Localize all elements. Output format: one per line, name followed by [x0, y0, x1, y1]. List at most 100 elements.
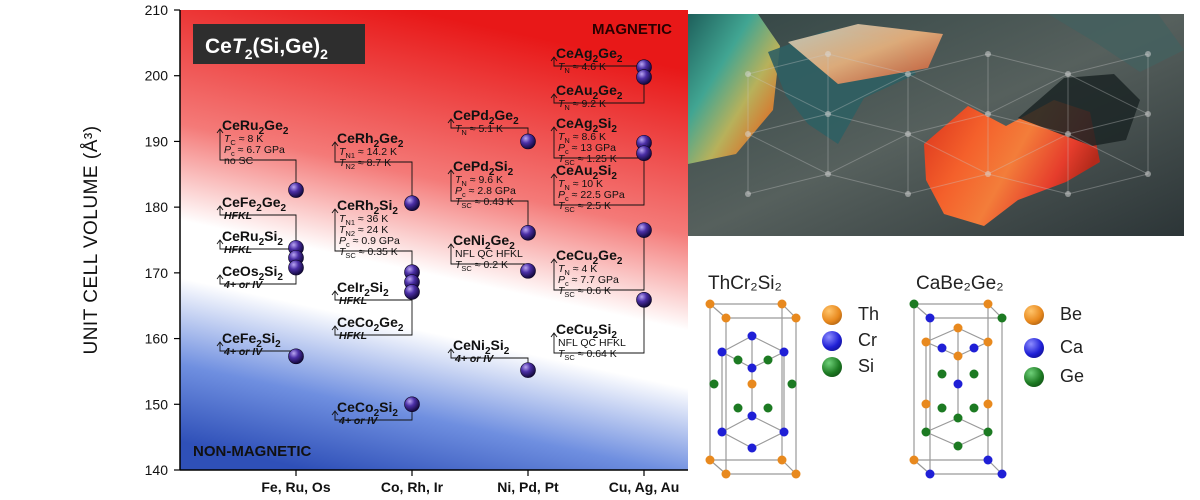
y-tick-label: 210 [145, 2, 169, 18]
compound-property: TN ≈ 5.1 K [455, 123, 503, 137]
leader-line [553, 77, 645, 104]
compound-property: Pc ≈ 2.8 GPa [455, 185, 516, 199]
compound-property: Pc ≈ 0.9 GPa [339, 235, 400, 249]
compound-property: TN ≈ 9.6 K [455, 174, 503, 188]
compound-property: NFL QC HFKL [455, 248, 523, 260]
leader-line [219, 267, 297, 285]
compound-property: TSC ≈ 0.43 K [455, 196, 514, 210]
orange-atom-icon [1024, 304, 1044, 325]
compound-property: HFKL [339, 330, 367, 342]
crystal-title-2: CaBe₂Ge₂ [916, 273, 1004, 294]
leader-line [450, 170, 529, 233]
compound-property: TSC ≈ 2.5 K [558, 200, 611, 214]
compound-name: CeOs2Si2 [222, 263, 283, 283]
magnetic-region-label: MAGNETIC [592, 21, 672, 38]
non-magnetic-region-label: NON-MAGNETIC [193, 443, 311, 460]
orange-atom-icon [822, 304, 842, 325]
thcr2si2-atoms [705, 299, 801, 479]
y-tick-label: 140 [145, 462, 169, 478]
y-tick-label: 180 [145, 199, 169, 215]
x-category-label: Fe, Ru, Os [261, 479, 330, 495]
blue-atom-icon [822, 330, 842, 351]
leader-line [334, 209, 413, 273]
compound-name: CeRh2Ge2 [337, 130, 404, 150]
compound-name: CeAg2Ge2 [556, 45, 623, 65]
x-category-label: Co, Rh, Ir [381, 479, 444, 495]
data-point [404, 396, 420, 413]
leader-arrow [216, 274, 224, 280]
compound-property: HFKL [224, 244, 252, 256]
compound-property: Pc ≈ 6.7 GPa [224, 144, 285, 158]
legend-th: Th [822, 304, 879, 325]
data-point [520, 362, 536, 378]
scatter-chart: 140 150 160 170 180 190 200 210 Fe, Ru, Os Co, Rh… [81, 2, 688, 495]
compound-property: HFKL [339, 295, 367, 307]
compound-property: Pc ≈ 7.7 GPa [558, 274, 619, 288]
leader-line [334, 404, 413, 421]
leader-arrow [550, 332, 558, 338]
compound-property: TSC ≈ 0.2 K [455, 259, 508, 273]
compound-name: CePd2Ge2 [453, 107, 519, 127]
compound-name: CeIr2Si2 [337, 279, 389, 299]
y-axis-label: UNIT CELL VOLUME (Å³) [81, 125, 102, 354]
legend-be: Be [1024, 304, 1082, 325]
compound-name: CePd2Si2 [453, 158, 514, 178]
compound-property: HFKL [224, 210, 252, 222]
compound-property: TSC ≈ 0.64 K [558, 348, 617, 362]
leader-arrow [331, 325, 339, 331]
cabe2ge2-atoms [909, 299, 1007, 479]
compound-property: TSC ≈ 0.6 K [558, 285, 611, 299]
data-point [520, 224, 536, 241]
leader-arrow [216, 239, 224, 245]
compound-name: CeAu2Ge2 [556, 82, 623, 102]
compound-name: CeNi2Si2 [453, 337, 510, 357]
plot-background [180, 10, 688, 470]
sample-photo [688, 14, 1184, 236]
leader-arrow [331, 410, 339, 416]
leader-line [553, 230, 645, 291]
legend-ca: Ca [1024, 337, 1083, 358]
compound-property: TN2 ≈ 24 K [339, 224, 388, 238]
compound-property: TN ≈ 8.6 K [558, 131, 606, 145]
compound-name: CeNi2Ge2 [453, 232, 515, 252]
leader-arrow [216, 205, 224, 211]
leader-arrow [447, 169, 455, 175]
compound-property: TN ≈ 10 K [558, 178, 603, 192]
compound-property: Pc ≈ 22.5 GPa [558, 189, 625, 203]
data-point [520, 133, 536, 150]
compound-property: TN2 ≈ 8.7 K [339, 157, 391, 171]
data-point [636, 222, 652, 238]
compound-property: TN ≈ 9.2 K [558, 98, 606, 112]
green-atom-icon [822, 356, 842, 377]
data-point [636, 291, 652, 308]
leader-line [334, 142, 413, 204]
data-point [404, 284, 420, 300]
compound-property: 4+ or IV [338, 415, 378, 427]
leader-arrow [550, 258, 558, 264]
compound-name: CeCo2Si2 [337, 399, 398, 419]
compound-property: TN1 ≈ 36 K [339, 213, 388, 227]
leader-arrow [331, 290, 339, 296]
y-tick-label: 160 [145, 331, 169, 347]
leader-arrow [447, 118, 455, 124]
legend-si: Si [822, 356, 874, 377]
compound-name: CeAu2Si2 [556, 162, 617, 182]
green-atom-icon [1024, 366, 1044, 387]
data-point [520, 263, 536, 279]
compound-property: TSC ≈ 0.35 K [339, 246, 398, 260]
crystal-structures-panel: ThCr₂Si₂ CaBe₂Ge₂ [688, 262, 1184, 500]
x-category-label: Cu, Ag, Au [609, 479, 680, 495]
data-point [288, 259, 304, 276]
